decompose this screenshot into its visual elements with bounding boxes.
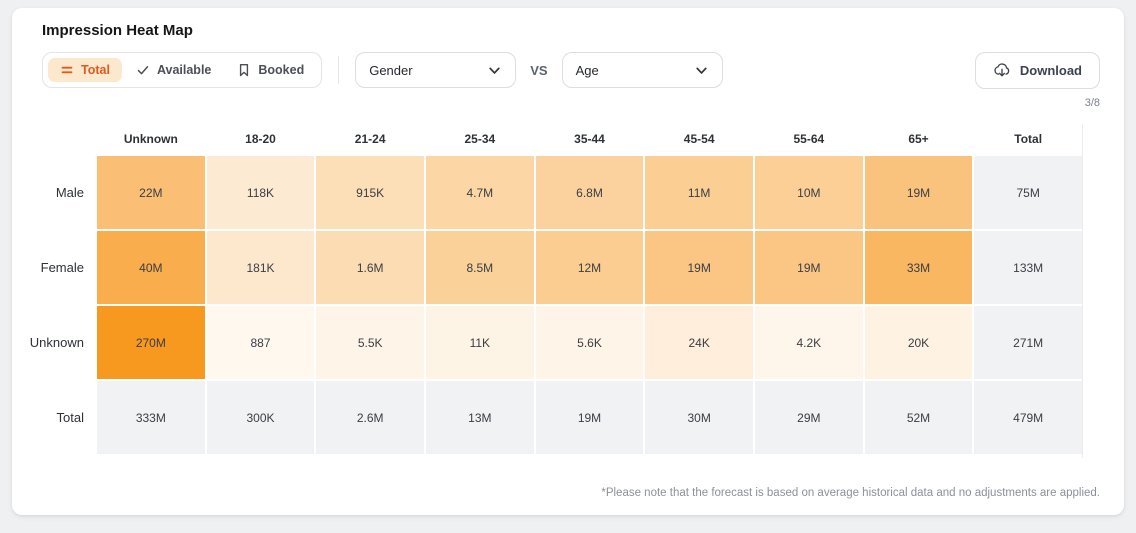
heat-cell-male-18-20: 118K [206,156,315,229]
tab-available-label: Available [156,63,212,77]
heat-cell-male-55-64: 10M [754,156,863,229]
heat-cell-total-18-20: 300K [206,381,315,454]
heat-map-table: Unknown 18-20 21-24 25-34 35-44 45-54 55-64 65+… [29,124,1082,454]
heat-cell-total-45-54: 30M [645,381,753,454]
equals-icon [60,63,74,77]
heat-cell-unknown-45-54: 24K [645,306,753,379]
heat-cell-total-unknown: 333M [97,381,205,454]
bookmark-icon [237,63,251,77]
heat-cell-male-total: 75M [974,156,1082,229]
heat-cell-total-total: 479M [974,381,1082,454]
heat-cell-total-65+: 52M [864,381,973,454]
column-header-unknown: Unknown [123,132,178,146]
metric-segmented-control: Total Available Booked [42,52,323,88]
row-label-total: Total [56,410,84,425]
heat-cell-unknown-55-64: 4.2K [754,306,863,379]
heat-cell-total-55-64: 29M [754,381,863,454]
row-label-unknown: Unknown [29,335,84,350]
tab-total-label: Total [81,63,110,77]
chevron-down-icon [487,63,502,78]
column-header-45-54: 45-54 [683,132,715,146]
heat-cell-unknown-18-20: 887 [206,306,315,379]
page-title: Impression Heat Map [42,22,193,39]
heat-cell-unknown-21-24: 5.5K [316,306,424,379]
heat-cell-total-25-34: 13M [425,381,534,454]
heat-cell-unknown-unknown: 270M [97,306,205,379]
tab-booked[interactable]: Booked [225,58,316,82]
column-header-35-44: 35-44 [574,132,605,146]
heat-cell-male-65+: 19M [864,156,973,229]
table-right-divider [1082,124,1083,458]
column-header-18-20: 18-20 [245,132,276,146]
tab-total[interactable]: Total [48,58,122,82]
forecast-footnote: *Please note that the forecast is based … [601,487,1100,499]
vs-label: VS [530,62,548,78]
column-header-65+: 65+ [908,132,929,146]
heat-cell-female-55-64: 19M [754,231,863,304]
heat-cell-total-21-24: 2.6M [316,381,424,454]
tab-available[interactable]: Available [124,58,223,82]
heat-cell-unknown-total: 271M [974,306,1082,379]
heat-cell-female-65+: 33M [864,231,973,304]
heat-cell-male-unknown: 22M [97,156,205,229]
row-label-male: Male [55,185,84,200]
row-label-female: Female [40,260,84,275]
download-label: Download [1019,62,1082,78]
download-button[interactable]: Download [974,51,1100,89]
heat-cell-unknown-35-44: 5.6K [535,306,644,379]
column-header-25-34: 25-34 [464,132,496,146]
cloud-download-icon [993,61,1011,79]
heat-cell-male-21-24: 915K [316,156,424,229]
heat-cell-female-unknown: 40M [97,231,205,304]
heat-cell-unknown-25-34: 11K [425,306,534,379]
heat-cell-female-45-54: 19M [645,231,753,304]
heat-cell-female-18-20: 181K [206,231,315,304]
row-dimension-value: Gender [369,62,413,78]
tab-booked-label: Booked [258,63,305,77]
check-icon [136,63,150,77]
heat-cell-female-total: 133M [974,231,1082,304]
column-header-total: Total [1014,132,1043,146]
heat-cell-female-25-34: 8.5M [425,231,534,304]
row-dimension-select[interactable]: Gender [355,52,517,88]
col-dimension-value: Age [575,62,599,78]
toolbar-divider [338,56,340,84]
table-corner-spacer [42,124,95,154]
heat-cell-female-21-24: 1.6M [316,231,424,304]
chevron-down-icon [694,63,709,78]
heat-cell-male-25-34: 4.7M [425,156,534,229]
col-dimension-select[interactable]: Age [561,52,723,88]
heat-cell-male-35-44: 6.8M [535,156,644,229]
heat-map-card: Impression Heat Map Total Available Book… [12,8,1124,515]
heat-cell-total-35-44: 19M [535,381,644,454]
column-header-21-24: 21-24 [354,132,386,146]
heat-cell-male-45-54: 11M [645,156,753,229]
column-header-55-64: 55-64 [793,132,825,146]
heat-cell-female-35-44: 12M [535,231,644,304]
heat-cell-unknown-65+: 20K [864,306,973,379]
page-indicator: 3/8 [1084,97,1100,109]
toolbar: Total Available Booked Gender VS [42,51,1100,89]
